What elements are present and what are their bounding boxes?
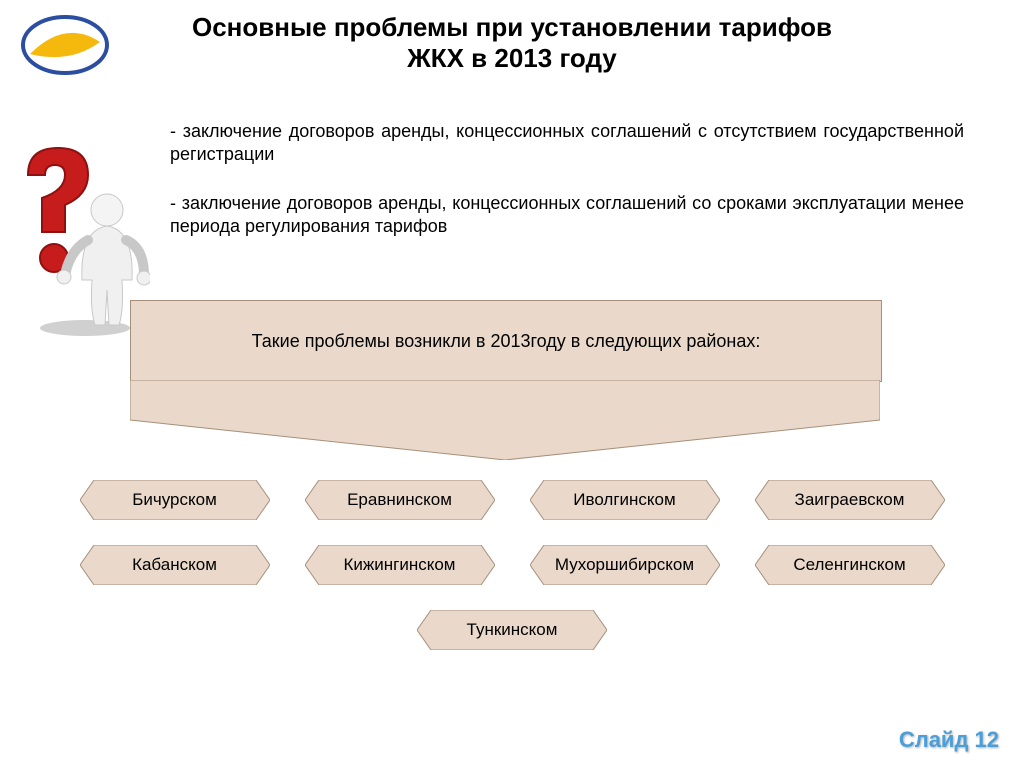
district-eravninskom: Еравнинском — [305, 480, 495, 520]
bullet-1: - заключение договоров аренды, концессио… — [170, 120, 964, 167]
district-row-2: Тункинском — [417, 610, 607, 650]
district-bichurskom: Бичурском — [80, 480, 270, 520]
bullets: - заключение договоров аренды, концессио… — [170, 120, 964, 264]
district-zaigraevskom: Заиграевском — [755, 480, 945, 520]
slide: Основные проблемы при установлении тариф… — [0, 0, 1024, 768]
title-line2: ЖКХ в 2013 году — [0, 43, 1024, 74]
district-kabanskom: Кабанском — [80, 545, 270, 585]
question-figure — [10, 140, 150, 340]
districts-grid: Бичурском Еравнинском Иволгинском Заигра… — [60, 480, 964, 650]
summary-text: Такие проблемы возникли в 2013году в сле… — [252, 331, 761, 352]
district-row-1: Кабанском Кижингинском Мухоршибирском Се… — [80, 545, 945, 585]
district-ivolginskom: Иволгинском — [530, 480, 720, 520]
district-row-0: Бичурском Еравнинском Иволгинском Заигра… — [80, 480, 945, 520]
summary-box: Такие проблемы возникли в 2013году в сле… — [130, 300, 882, 382]
district-mukhorshibirskom: Мухоршибирском — [530, 545, 720, 585]
district-tunkinskom: Тункинском — [417, 610, 607, 650]
slide-number: Слайд 12 — [899, 727, 999, 753]
district-selenginskom: Селенгинском — [755, 545, 945, 585]
district-kizhinginskomu: Кижингинском — [305, 545, 495, 585]
page-title: Основные проблемы при установлении тариф… — [0, 12, 1024, 74]
title-line1: Основные проблемы при установлении тариф… — [192, 12, 832, 42]
bullet-2: - заключение договоров аренды, концессио… — [170, 192, 964, 239]
down-arrow-icon — [130, 380, 880, 460]
